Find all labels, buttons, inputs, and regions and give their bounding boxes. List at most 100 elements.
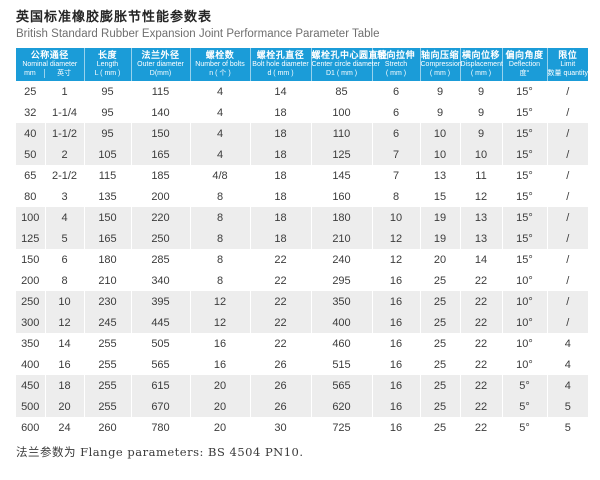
table-cell: 10 — [420, 123, 461, 144]
table-cell: 15° — [502, 102, 548, 123]
table-cell: 160 — [311, 186, 373, 207]
header-label: 轴向压缩 — [420, 50, 459, 60]
table-cell: 22 — [250, 291, 312, 312]
table-cell: 240 — [311, 249, 373, 270]
table-body: 25 1 95 115 4 14 85 6 9 9 15°/32 1-1/4 95 140 4 18 100 6 9… — [16, 81, 588, 438]
table-cell: 185 — [131, 165, 191, 186]
header-col-1: 长度 Length L ( mm ) — [84, 48, 132, 81]
header-label: Stretch — [384, 61, 408, 68]
table-cell: 295 — [311, 270, 373, 291]
header-label: 限位 — [558, 50, 578, 60]
header-label: Compression — [420, 61, 462, 68]
table-cell: 26 — [250, 396, 312, 417]
table-cell: 340 — [131, 270, 191, 291]
table-cell: 125 — [16, 228, 46, 249]
table-cell: 16 — [372, 333, 421, 354]
header-label: 度° — [519, 70, 530, 77]
table-cell: 95 — [84, 102, 132, 123]
table-cell: 18 — [250, 186, 312, 207]
header-nominal-diameter: 公称通径 Nominal diameter mm 英寸 — [16, 48, 85, 81]
table-cell: 100 — [16, 207, 46, 228]
table-cell: 6 — [45, 249, 85, 270]
table-cell: 19 — [420, 228, 461, 249]
table-cell: 200 — [131, 186, 191, 207]
table-cell: 20 — [190, 417, 251, 438]
table-cell: 180 — [84, 249, 132, 270]
header-col-7: 轴向压缩 Compression ( mm ) — [420, 48, 462, 81]
table-cell: 2-1/2 — [45, 165, 85, 186]
table-cell: 25 — [16, 81, 46, 102]
table-cell: 15° — [502, 144, 548, 165]
table-cell: / — [547, 207, 588, 228]
header-label-en: Nominal diameter — [22, 61, 78, 68]
table-cell: 80 — [16, 186, 46, 207]
table-cell: 670 — [131, 396, 191, 417]
table-row: 400 16 255 565 16 26 515 16 25 22 10° 4 — [16, 354, 588, 375]
table-cell: 515 — [311, 354, 373, 375]
table-cell: 25 — [420, 291, 461, 312]
table-row: 150 6 180 285 8 22 240 12 20 14 15° / — [16, 249, 588, 270]
page: 英国标准橡胶膨胀节性能参数表 British Standard Rubber E… — [16, 9, 588, 459]
table-cell: 350 — [16, 333, 46, 354]
header-label: ( mm ) — [429, 70, 451, 77]
table-row: 125 5 165 250 8 18 210 12 19 13 15° / — [16, 228, 588, 249]
table-cell: 18 — [250, 123, 312, 144]
table-cell: 22 — [460, 270, 503, 291]
table-cell: 25 — [420, 375, 461, 396]
table-cell: / — [547, 270, 588, 291]
table-cell: 1-1/2 — [45, 123, 85, 144]
table-cell: 9 — [420, 81, 461, 102]
header-col-10: 限位 Limit 数量 quantity — [547, 48, 588, 81]
header-unit-mm: mm — [16, 69, 45, 78]
table-cell: 140 — [131, 102, 191, 123]
table-cell: 22 — [250, 312, 312, 333]
table-row: 100 4 150 220 8 18 180 10 19 13 15° / — [16, 207, 588, 228]
table-cell: 16 — [372, 417, 421, 438]
table-cell: 26 — [250, 375, 312, 396]
table-cell: 285 — [131, 249, 191, 270]
table-cell: 565 — [131, 354, 191, 375]
table-cell: 18 — [250, 228, 312, 249]
header-label: 数量 quantity — [547, 70, 588, 77]
header-col-8: 横向位移 Displacement ( mm ) — [460, 48, 503, 81]
table-cell: 5° — [502, 417, 548, 438]
table-cell: 5° — [502, 396, 548, 417]
table-cell: 145 — [311, 165, 373, 186]
table-cell: 3 — [45, 186, 85, 207]
table-row: 450 18 255 615 20 26 565 16 25 22 5° 4 — [16, 375, 588, 396]
table-row: 600 24 260 780 20 30 725 16 25 22 5° 5 — [16, 417, 588, 438]
header-col-2: 法兰外径 Outer diameter D(mm) — [131, 48, 191, 81]
table-cell: 22 — [460, 312, 503, 333]
table-cell: 12 — [372, 228, 421, 249]
table-cell: 16 — [372, 354, 421, 375]
table-cell: 780 — [131, 417, 191, 438]
table-cell: 505 — [131, 333, 191, 354]
table-cell: 22 — [250, 333, 312, 354]
table-cell: 460 — [311, 333, 373, 354]
table-cell: 8 — [190, 228, 251, 249]
table-cell: 16 — [372, 291, 421, 312]
table-cell: / — [547, 165, 588, 186]
table-cell: 15° — [502, 249, 548, 270]
table-cell: 445 — [131, 312, 191, 333]
header-label: ( mm ) — [385, 70, 407, 77]
header-label: 横向位移 — [461, 50, 500, 60]
table-cell: 22 — [460, 417, 503, 438]
table-cell: 9 — [460, 123, 503, 144]
table-cell: 4 — [190, 81, 251, 102]
table-cell: 19 — [420, 207, 461, 228]
table-cell: 210 — [84, 270, 132, 291]
table-cell: 100 — [311, 102, 373, 123]
header-label: ( mm ) — [470, 70, 492, 77]
header-label: 螺栓孔直径 — [256, 50, 305, 60]
table-cell: 10° — [502, 291, 548, 312]
table-cell: 20 — [45, 396, 85, 417]
table-row: 300 12 245 445 12 22 400 16 25 22 10° / — [16, 312, 588, 333]
table-cell: 565 — [311, 375, 373, 396]
table-cell: 18 — [250, 144, 312, 165]
table-cell: 8 — [190, 249, 251, 270]
table-cell: 4 — [190, 123, 251, 144]
table-cell: 1 — [45, 81, 85, 102]
table-cell: 255 — [84, 396, 132, 417]
table-cell: 10° — [502, 354, 548, 375]
